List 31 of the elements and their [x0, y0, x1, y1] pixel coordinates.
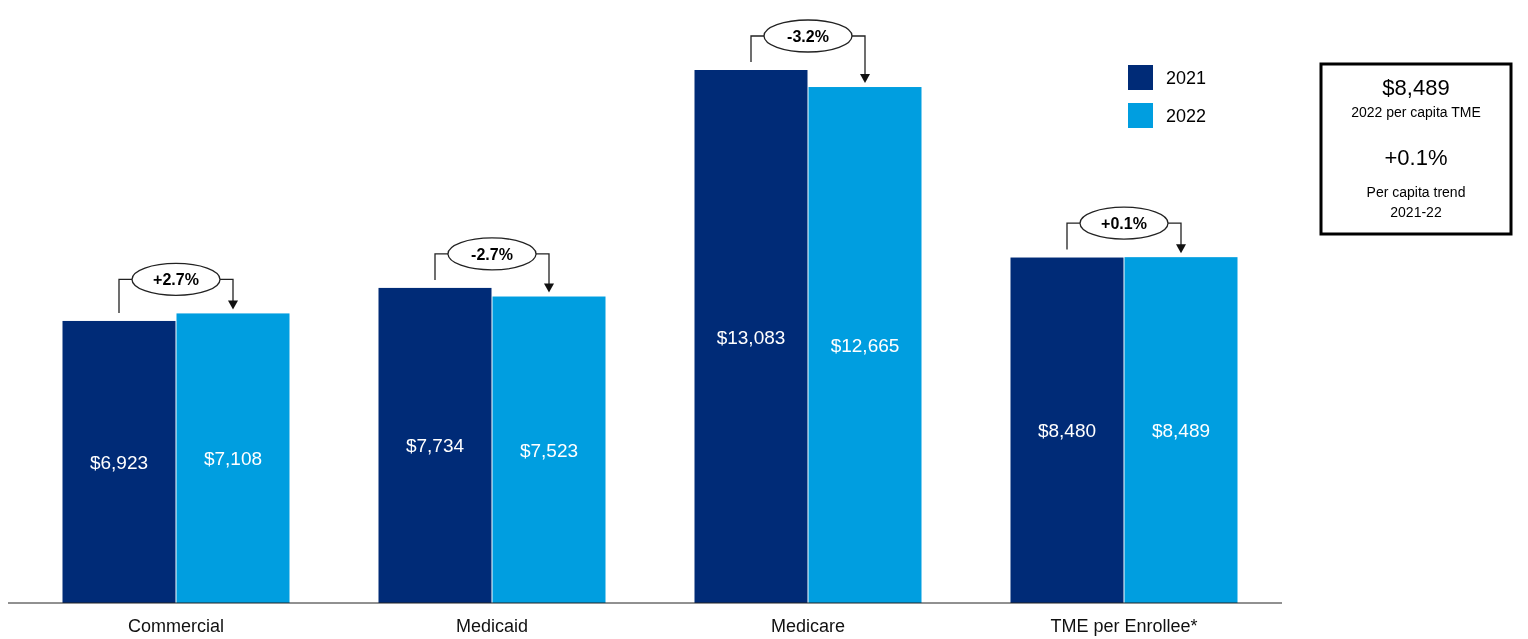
data-label: $7,523	[519, 439, 579, 461]
bar	[492, 296, 606, 603]
text: Per capita trend	[1366, 184, 1466, 200]
text: 2021-22	[1390, 204, 1442, 220]
data-label: $8,489	[1151, 420, 1211, 442]
x-tick-label: Medicare	[770, 616, 846, 636]
bar	[378, 287, 492, 603]
data-label: $12,665	[830, 335, 900, 357]
data-label: $13,083	[716, 326, 786, 348]
x-tick-label: Medicaid	[455, 616, 529, 636]
text: $8,489	[1382, 75, 1450, 100]
data-label: $8,480	[1037, 420, 1097, 442]
data-label: $6,923	[89, 451, 149, 473]
x-tick-label: TME per Enrollee*	[1050, 616, 1198, 636]
text: 2022 per capita TME	[1351, 104, 1481, 120]
x-tick-label: Commercial	[127, 616, 225, 636]
bar	[176, 313, 290, 603]
annotation: +2.7%	[153, 271, 199, 289]
text: +0.1%	[1384, 145, 1448, 170]
bar	[808, 87, 922, 603]
bar	[1010, 257, 1124, 603]
data-label: $7,108	[203, 448, 263, 470]
bar	[694, 70, 808, 603]
text: -3.2%	[787, 28, 829, 45]
data-label: $7,734	[405, 435, 465, 457]
legend-label: 2022	[1166, 106, 1207, 126]
annotation: -2.7%	[471, 245, 513, 263]
bar	[62, 320, 176, 603]
legend-label: 2021	[1166, 68, 1207, 88]
annotation: +0.1%	[1101, 215, 1147, 233]
bar	[1124, 257, 1238, 603]
